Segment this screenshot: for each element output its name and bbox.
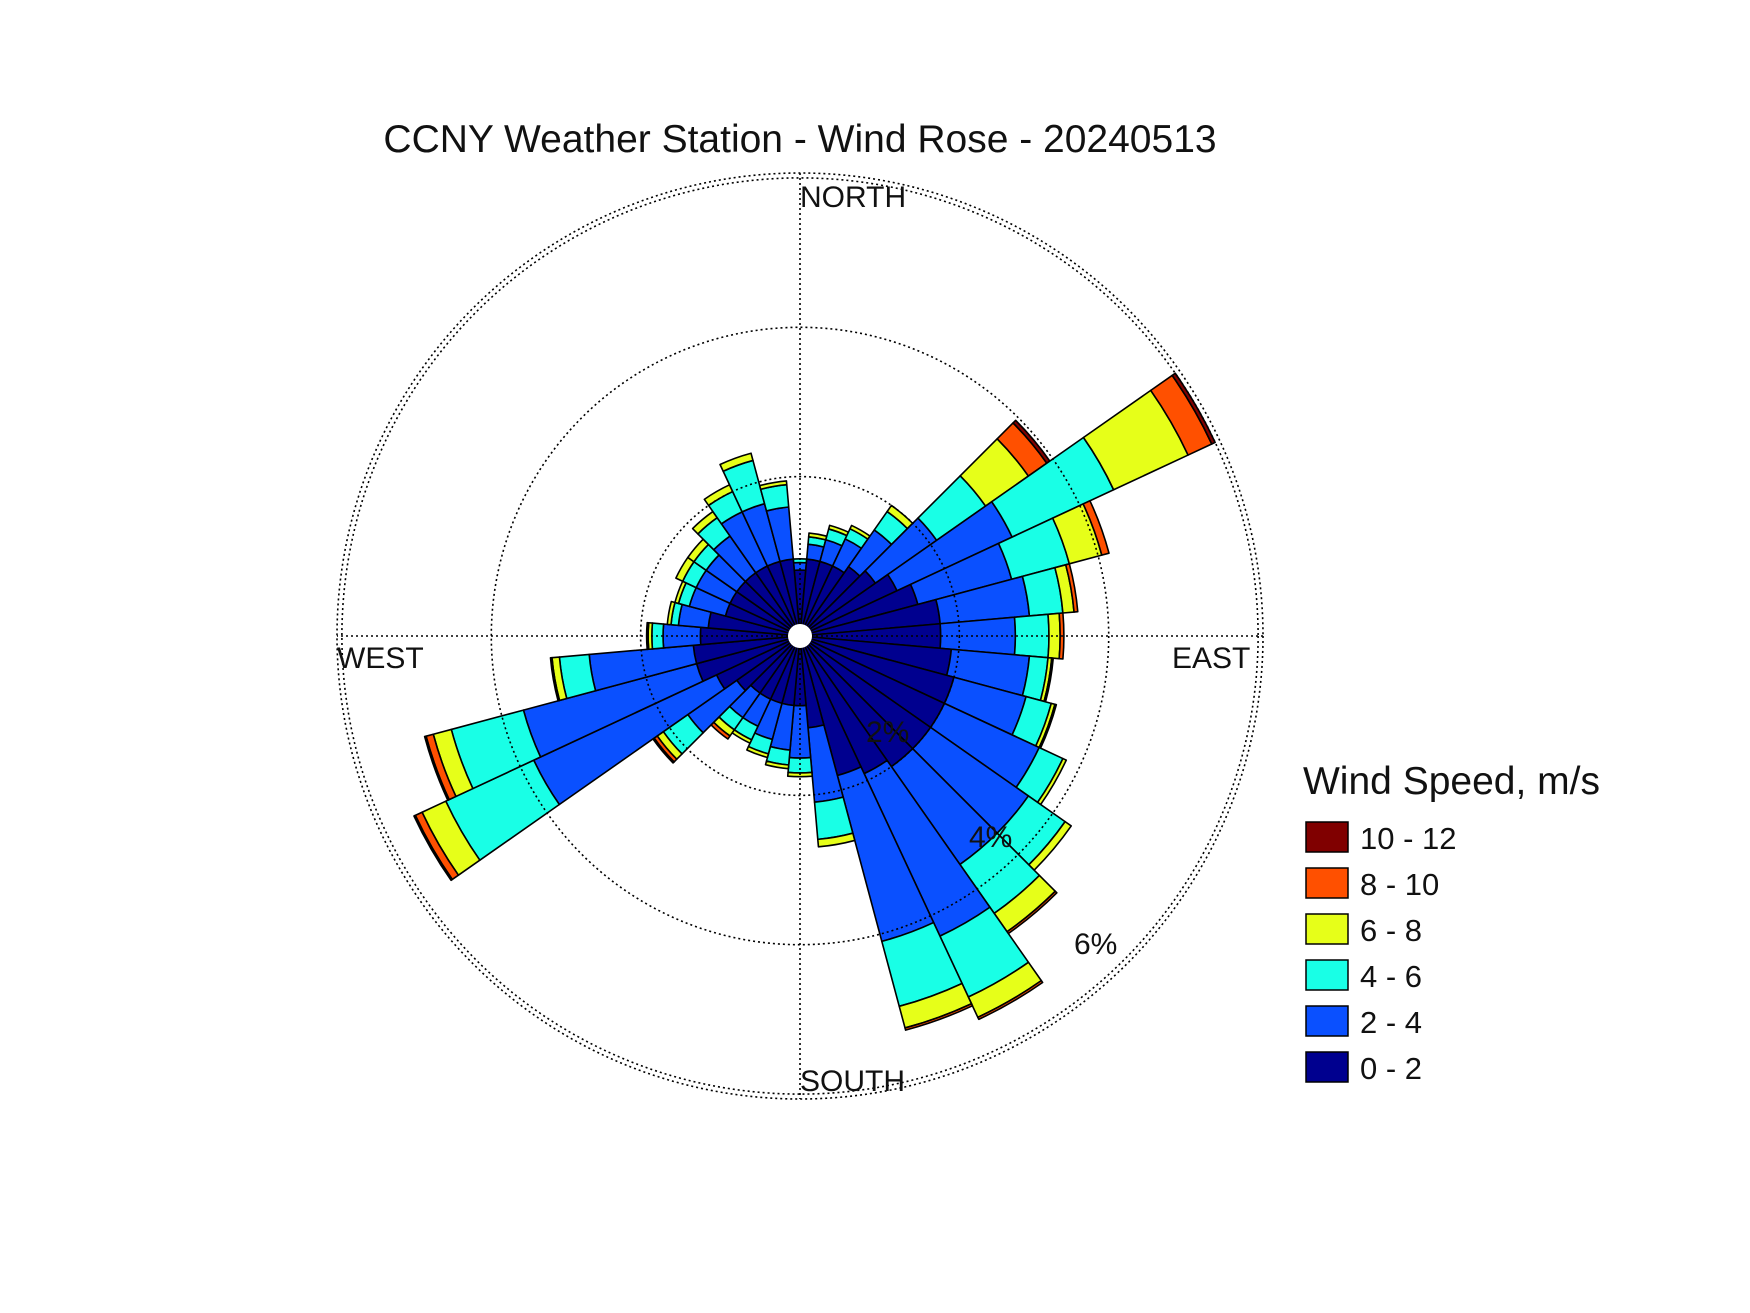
sector-350: [758, 480, 800, 628]
ring-label-4: 4%: [969, 821, 1012, 854]
legend-swatch: [1305, 959, 1349, 991]
sector-240-bin-5: [413, 814, 454, 882]
legend-label: 6 - 8: [1360, 913, 1422, 948]
label-north: NORTH: [800, 181, 906, 214]
legend: Wind Speed, m/s 10 - 12 8 - 10 6 - 8 4 - 6 2…: [1303, 760, 1600, 1086]
legend-label: 2 - 4: [1360, 1005, 1422, 1040]
sector-350-bin-3: [758, 480, 788, 491]
sector-160-bin-4: [904, 1002, 974, 1031]
label-west: WEST: [337, 642, 424, 675]
legend-label: 8 - 10: [1360, 867, 1439, 902]
legend-label: 4 - 6: [1360, 959, 1422, 994]
sector-260-bin-4: [549, 656, 561, 702]
sector-70: [808, 500, 1110, 635]
sector-10: [800, 532, 828, 628]
grid-ring: [490, 326, 1110, 946]
sector-160: [801, 644, 974, 1031]
sector-190-bin-3: [764, 760, 790, 770]
legend-swatch: [1305, 867, 1349, 899]
sector-130: [806, 640, 1073, 871]
sector-60-bin-5: [1171, 372, 1216, 445]
sector-60: [807, 372, 1216, 633]
sector-80-bin-4: [1064, 563, 1079, 613]
legend-swatch: [1305, 1051, 1349, 1083]
legend-label: 10 - 12: [1360, 821, 1457, 856]
legend-swatch: [1305, 821, 1349, 853]
sector-280-bin-3: [666, 600, 676, 626]
chart-title: CCNY Weather Station - Wind Rose - 20240…: [383, 118, 1216, 161]
center-hole: [788, 624, 812, 648]
sector-260: [549, 636, 792, 702]
sector-200-bin-3: [746, 745, 770, 759]
ring-label-6: 6%: [1074, 928, 1117, 961]
sector-240: [413, 639, 793, 882]
sector-150-bin-4: [977, 979, 1044, 1021]
sector-70-bin-4: [1082, 500, 1110, 556]
sector-90-bin-3: [1047, 612, 1061, 660]
sector-310: [687, 538, 794, 632]
legend-swatch: [1305, 913, 1349, 945]
label-south: SOUTH: [800, 1065, 905, 1098]
grid-ring: [341, 177, 1259, 1095]
sector-330: [703, 484, 797, 629]
grid-ring: [639, 475, 961, 797]
legend-items: 10 - 12 8 - 10 6 - 8 4 - 6 2 - 4 0 - 2: [1305, 821, 1457, 1086]
sector-340: [719, 452, 799, 628]
polar-grid: [336, 172, 1264, 1100]
sector-170: [800, 644, 856, 848]
sector-250: [423, 637, 792, 802]
legend-title: Wind Speed, m/s: [1303, 760, 1600, 803]
sector-250-bin-5: [423, 735, 450, 802]
legend-label: 0 - 2: [1360, 1051, 1422, 1086]
legend-swatch: [1305, 1005, 1349, 1037]
sector-340-bin-3: [719, 452, 754, 473]
label-east: EAST: [1172, 642, 1250, 675]
sector-50: [806, 419, 1051, 632]
ring-label-2: 2%: [866, 716, 909, 749]
sector-170-bin-3: [816, 832, 856, 848]
